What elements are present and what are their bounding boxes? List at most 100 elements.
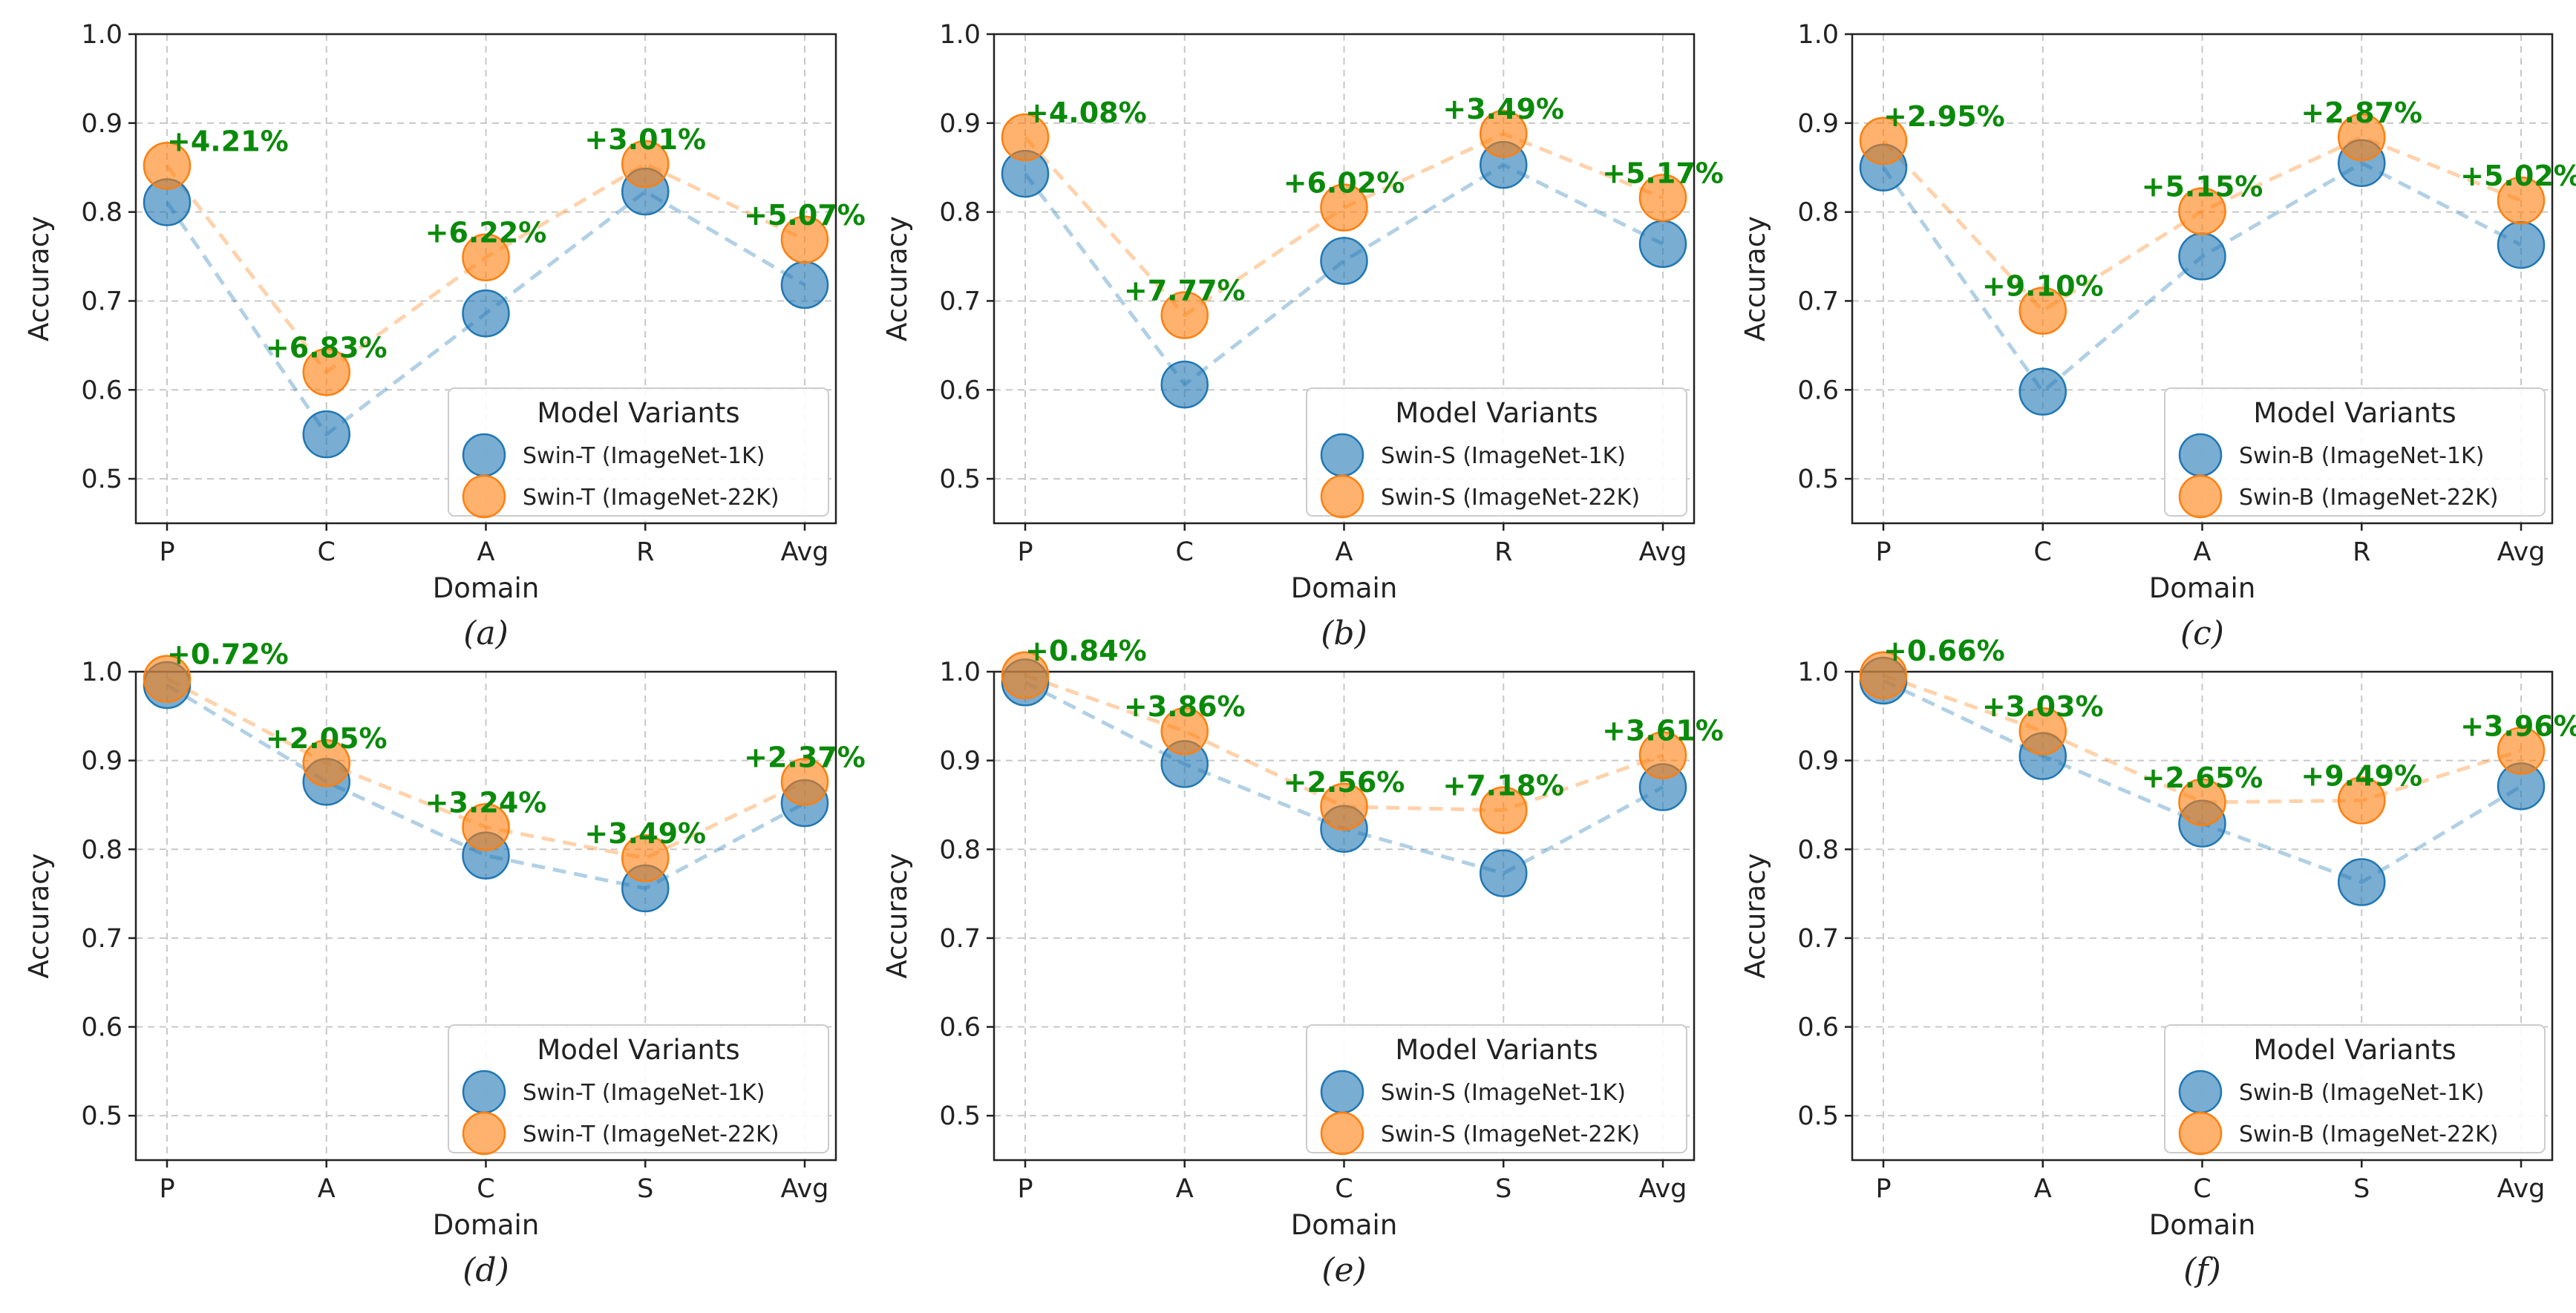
- panel-caption: (c): [2180, 615, 2224, 652]
- legend-box: [1306, 1024, 1687, 1153]
- data-point-22k: [1320, 782, 1368, 831]
- y-tick-label: 0.9: [81, 109, 122, 139]
- chart-panel-3: 0.5 0.6 0.7 0.8 0.9 1.0 P C A R Avg Domain Accuracy (…: [1739, 20, 2576, 652]
- legend-box: [2164, 387, 2546, 517]
- panel-caption: (e): [1321, 1251, 1366, 1289]
- x-axis-label: Domain: [2149, 1209, 2256, 1241]
- y-tick-label: 1.0: [939, 20, 981, 50]
- x-tick-label: A: [2034, 1174, 2052, 1204]
- x-axis-label: Domain: [1291, 572, 1398, 604]
- data-point-1k: [1160, 360, 1209, 409]
- y-tick-label: 0.6: [81, 1013, 122, 1043]
- x-tick-label: Avg: [1639, 537, 1687, 567]
- data-point-22k: [2338, 776, 2386, 825]
- legend-label-1: Swin-B (ImageNet-1K): [2239, 443, 2484, 469]
- x-tick-label: C: [318, 537, 336, 567]
- y-tick-label: 0.6: [1797, 1013, 1839, 1043]
- y-tick-label: 0.5: [1797, 465, 1839, 494]
- gain-annotation: +3.49%: [584, 817, 706, 850]
- gain-annotation: +3.86%: [1124, 690, 1246, 723]
- data-point-22k: [2497, 727, 2546, 775]
- x-tick-label: C: [1176, 537, 1194, 567]
- x-tick-label: P: [1875, 1174, 1891, 1204]
- x-tick-label: A: [1336, 537, 1353, 567]
- x-axis-label: Domain: [433, 1209, 540, 1241]
- x-tick-label: S: [1495, 1174, 1511, 1204]
- data-point-1k: [462, 289, 510, 338]
- legend-title: Model Variants: [2253, 397, 2456, 429]
- chart-panel-1: 0.5 0.6 0.7 0.8 0.9 1.0 P C A R Avg Domain Accuracy (…: [23, 20, 866, 652]
- data-point-22k: [1638, 174, 1687, 222]
- x-tick-label: Avg: [781, 537, 829, 567]
- legend: Model Variants Swin-S (ImageNet-1K) Swin-S…: [1306, 1024, 1687, 1156]
- y-tick-label: 0.8: [939, 835, 981, 865]
- x-axis-label: Domain: [2149, 572, 2256, 604]
- legend-marker-1: [1320, 1070, 1364, 1114]
- x-tick-label: C: [2193, 1174, 2211, 1204]
- y-tick-label: 1.0: [81, 20, 122, 50]
- legend-marker-1: [462, 433, 506, 477]
- legend-label-2: Swin-T (ImageNet-22K): [523, 485, 779, 511]
- series-line-1: [166, 683, 806, 891]
- y-axis-label: Accuracy: [23, 216, 55, 341]
- legend-title: Model Variants: [537, 1034, 739, 1066]
- legend-label-1: Swin-T (ImageNet-1K): [523, 443, 765, 469]
- gain-annotation: +0.66%: [1883, 635, 2005, 667]
- y-tick-label: 1.0: [1797, 658, 1839, 687]
- gain-annotation: +6.83%: [266, 331, 388, 364]
- x-tick-label: C: [1335, 1174, 1353, 1204]
- data-point-22k: [302, 739, 350, 788]
- gain-annotation: +2.37%: [744, 741, 866, 773]
- legend: Model Variants Swin-B (ImageNet-1K) Swin-B…: [2164, 387, 2546, 519]
- legend-label-2: Swin-T (ImageNet-22K): [523, 1122, 779, 1147]
- x-tick-label: C: [2034, 537, 2052, 567]
- legend-marker-2: [1320, 474, 1364, 519]
- y-tick-label: 0.7: [1797, 924, 1839, 954]
- data-point-22k: [1160, 291, 1209, 339]
- legend-marker-1: [2178, 433, 2223, 477]
- data-point-1k: [2497, 220, 2546, 269]
- data-point-22k: [143, 655, 192, 703]
- y-tick-label: 0.9: [939, 109, 981, 139]
- panel-caption: (d): [462, 1251, 509, 1289]
- y-tick-label: 1.0: [81, 658, 122, 687]
- y-tick-label: 0.5: [939, 465, 981, 494]
- x-tick-label: Avg: [1639, 1174, 1687, 1204]
- x-tick-label: P: [1017, 537, 1033, 567]
- data-point-1k: [2178, 232, 2226, 281]
- y-tick-label: 0.6: [81, 376, 122, 405]
- y-tick-label: 0.7: [939, 286, 981, 316]
- x-tick-label: S: [637, 1174, 653, 1204]
- legend-box: [448, 1024, 829, 1153]
- legend: Model Variants Swin-B (ImageNet-1K) Swin-B…: [2164, 1024, 2546, 1156]
- data-point-22k: [780, 215, 829, 264]
- data-point-22k: [1001, 113, 1050, 162]
- gain-annotation: +3.96%: [2460, 710, 2576, 742]
- gain-annotation: +7.77%: [1124, 275, 1246, 307]
- data-point-22k: [2178, 187, 2226, 235]
- data-point-1k: [302, 410, 350, 459]
- gain-annotation: +2.56%: [1284, 766, 1405, 799]
- legend-title: Model Variants: [2253, 1034, 2456, 1066]
- data-point-22k: [1859, 117, 1908, 166]
- data-point-1k: [2018, 367, 2067, 416]
- data-point-22k: [621, 140, 670, 189]
- y-axis-label: Accuracy: [881, 216, 913, 341]
- data-point-22k: [1480, 109, 1528, 158]
- y-tick-label: 0.5: [81, 1101, 122, 1131]
- y-tick-label: 0.5: [939, 1101, 981, 1131]
- series-line-2: [1883, 673, 2522, 805]
- y-tick-label: 0.6: [939, 376, 981, 405]
- gain-annotation: +3.49%: [1442, 93, 1564, 125]
- panel-caption: (b): [1321, 615, 1367, 652]
- x-tick-label: P: [1875, 537, 1891, 567]
- legend-label-2: Swin-B (ImageNet-22K): [2239, 1122, 2499, 1147]
- x-tick-label: A: [477, 537, 495, 567]
- x-tick-label: Avg: [2497, 537, 2546, 567]
- series-line-1: [1024, 163, 1664, 387]
- x-axis-label: Domain: [433, 572, 540, 604]
- legend-box: [448, 387, 829, 517]
- legend: Model Variants Swin-T (ImageNet-1K) Swin-T…: [448, 1024, 829, 1156]
- legend: Model Variants Swin-S (ImageNet-1K) Swin-S…: [1306, 387, 1687, 519]
